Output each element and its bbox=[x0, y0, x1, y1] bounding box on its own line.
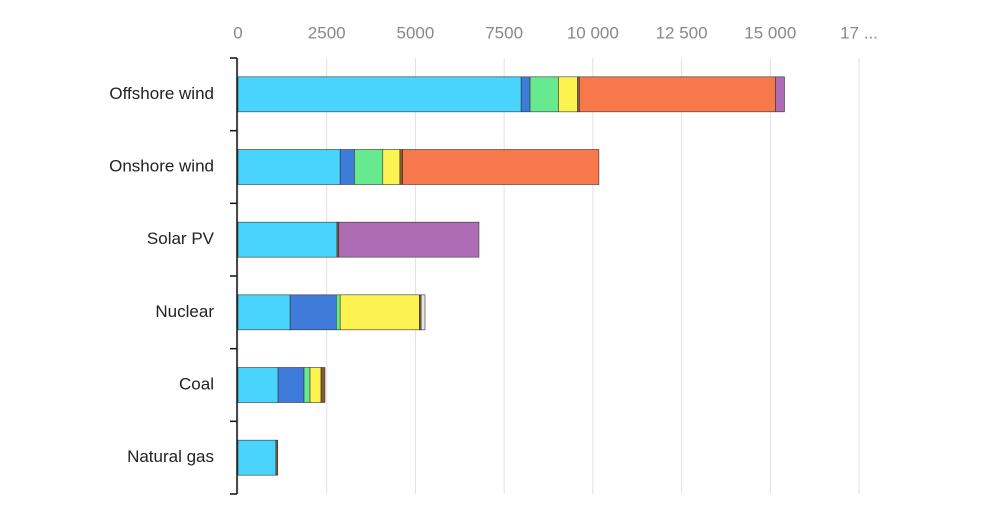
category-label: Offshore wind bbox=[109, 84, 214, 103]
x-tick-label: 7500 bbox=[485, 23, 523, 42]
bar-segment bbox=[237, 76, 522, 113]
category-label: Coal bbox=[179, 374, 214, 393]
category-label: Natural gas bbox=[127, 447, 214, 466]
category-label: Onshore wind bbox=[109, 156, 214, 175]
bar-segment bbox=[237, 367, 279, 403]
bar-segment bbox=[558, 76, 578, 113]
bar-segment bbox=[579, 76, 776, 113]
bar-segment bbox=[382, 149, 401, 185]
x-tick-label: 10 000 bbox=[567, 23, 619, 42]
bar-segment bbox=[354, 149, 384, 185]
bar-segment bbox=[289, 294, 337, 331]
bar-segment bbox=[338, 221, 480, 258]
x-tick-label: 2500 bbox=[308, 23, 346, 42]
x-tick-label: 15 000 bbox=[744, 23, 796, 42]
bar-segment bbox=[237, 439, 277, 476]
bar-segment bbox=[237, 221, 338, 258]
bar-segment bbox=[520, 76, 531, 113]
bar-segment bbox=[529, 76, 559, 113]
bar-segment bbox=[399, 149, 403, 185]
bar-segment bbox=[335, 294, 341, 331]
bar-segment bbox=[303, 367, 311, 403]
bar-segment bbox=[320, 367, 326, 403]
bar-segment bbox=[339, 294, 420, 331]
x-tick-label: 0 bbox=[233, 23, 242, 42]
x-tick-label: 12 500 bbox=[656, 23, 708, 42]
bar-segment bbox=[237, 149, 341, 185]
category-label: Solar PV bbox=[147, 229, 215, 248]
bar-segment bbox=[275, 439, 279, 476]
x-tick-label: 5000 bbox=[397, 23, 435, 42]
x-tick-label: 17 ... bbox=[840, 23, 878, 42]
bar-segment bbox=[339, 149, 355, 185]
bar-segment bbox=[420, 294, 426, 331]
bar-segment bbox=[309, 367, 322, 403]
bar-segment bbox=[775, 76, 785, 113]
category-label: Nuclear bbox=[155, 302, 214, 321]
bar-segment bbox=[402, 149, 600, 185]
bar-segment bbox=[277, 367, 305, 403]
bar-segment bbox=[237, 294, 291, 331]
